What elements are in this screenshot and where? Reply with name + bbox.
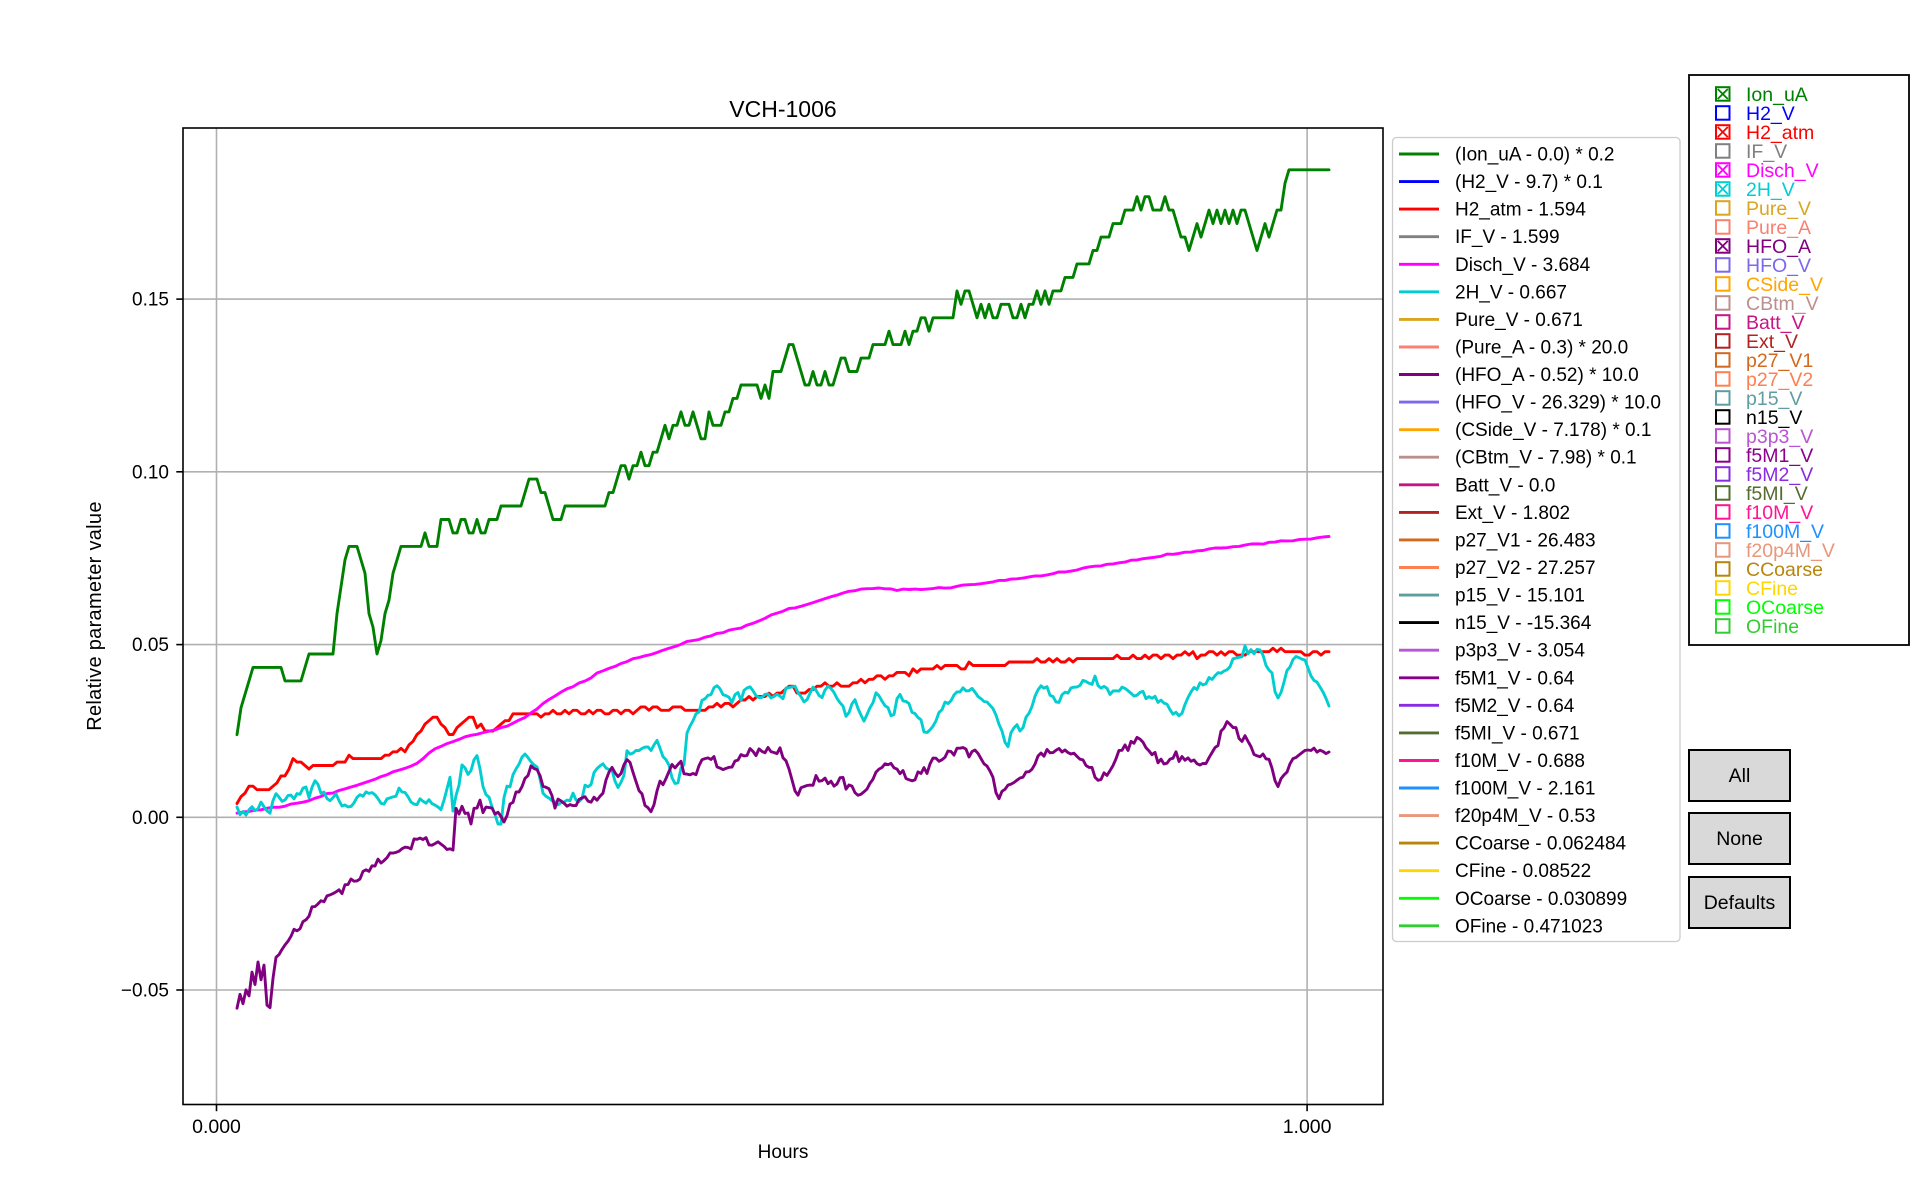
svg-text:IF_V: IF_V bbox=[1746, 141, 1787, 163]
svg-text:CBtm_V: CBtm_V bbox=[1746, 293, 1819, 315]
svg-text:p3p3_V: p3p3_V bbox=[1746, 426, 1813, 448]
svg-text:2H_V: 2H_V bbox=[1746, 179, 1795, 201]
svg-text:OFine: OFine bbox=[1746, 616, 1799, 638]
svg-text:2H_V - 0.667: 2H_V - 0.667 bbox=[1455, 282, 1567, 303]
svg-text:(CBtm_V - 7.98) * 0.1: (CBtm_V - 7.98) * 0.1 bbox=[1455, 448, 1637, 469]
svg-text:OCoarse - 0.030899: OCoarse - 0.030899 bbox=[1455, 889, 1627, 910]
svg-text:Pure_V - 0.671: Pure_V - 0.671 bbox=[1455, 310, 1583, 331]
svg-text:f5M1_V: f5M1_V bbox=[1746, 445, 1813, 467]
svg-text:f5MI_V: f5MI_V bbox=[1746, 483, 1808, 505]
svg-text:Batt_V - 0.0: Batt_V - 0.0 bbox=[1455, 475, 1555, 496]
svg-text:All: All bbox=[1729, 765, 1751, 787]
svg-text:f5M2_V: f5M2_V bbox=[1746, 464, 1813, 486]
svg-text:Pure_V: Pure_V bbox=[1746, 198, 1811, 220]
svg-text:1.000: 1.000 bbox=[1283, 1116, 1332, 1138]
svg-text:(HFO_A - 0.52) * 10.0: (HFO_A - 0.52) * 10.0 bbox=[1455, 365, 1639, 386]
svg-text:IF_V - 1.599: IF_V - 1.599 bbox=[1455, 227, 1560, 248]
svg-text:H2_atm: H2_atm bbox=[1746, 122, 1814, 144]
svg-text:0.000: 0.000 bbox=[192, 1116, 241, 1138]
svg-text:f100M_V - 2.161: f100M_V - 2.161 bbox=[1455, 779, 1595, 800]
svg-text:(CSide_V - 7.178) * 0.1: (CSide_V - 7.178) * 0.1 bbox=[1455, 420, 1651, 441]
svg-text:n15_V - -15.364: n15_V - -15.364 bbox=[1455, 613, 1592, 634]
svg-text:H2_V: H2_V bbox=[1746, 103, 1795, 125]
svg-text:Ext_V - 1.802: Ext_V - 1.802 bbox=[1455, 503, 1570, 524]
svg-text:p3p3_V - 3.054: p3p3_V - 3.054 bbox=[1455, 641, 1585, 662]
svg-text:Disch_V - 3.684: Disch_V - 3.684 bbox=[1455, 255, 1591, 276]
svg-text:f20p4M_V: f20p4M_V bbox=[1746, 540, 1835, 562]
svg-text:None: None bbox=[1716, 828, 1763, 850]
svg-text:0.10: 0.10 bbox=[132, 462, 169, 483]
svg-text:Defaults: Defaults bbox=[1704, 892, 1776, 914]
svg-text:HFO_V: HFO_V bbox=[1746, 255, 1811, 277]
svg-text:CCoarse - 0.062484: CCoarse - 0.062484 bbox=[1455, 834, 1627, 855]
svg-text:p15_V - 15.101: p15_V - 15.101 bbox=[1455, 586, 1585, 607]
svg-text:f5M2_V - 0.64: f5M2_V - 0.64 bbox=[1455, 696, 1575, 717]
svg-text:p27_V1: p27_V1 bbox=[1746, 350, 1813, 372]
svg-text:Disch_V: Disch_V bbox=[1746, 160, 1819, 182]
svg-text:0.00: 0.00 bbox=[132, 808, 169, 829]
svg-text:CFine: CFine bbox=[1746, 578, 1798, 600]
svg-text:p15_V: p15_V bbox=[1746, 388, 1802, 410]
svg-text:p27_V2 - 27.257: p27_V2 - 27.257 bbox=[1455, 558, 1596, 579]
svg-text:HFO_A: HFO_A bbox=[1746, 236, 1811, 258]
svg-text:p27_V1 - 26.483: p27_V1 - 26.483 bbox=[1455, 530, 1596, 551]
svg-text:f20p4M_V - 0.53: f20p4M_V - 0.53 bbox=[1455, 806, 1595, 827]
svg-text:n15_V: n15_V bbox=[1746, 407, 1802, 429]
svg-text:(Ion_uA - 0.0) * 0.2: (Ion_uA - 0.0) * 0.2 bbox=[1455, 145, 1615, 166]
svg-text:0.05: 0.05 bbox=[132, 635, 169, 656]
svg-text:CSide_V: CSide_V bbox=[1746, 274, 1823, 296]
svg-text:Relative parameter value: Relative parameter value bbox=[84, 501, 106, 731]
svg-text:Ext_V: Ext_V bbox=[1746, 331, 1798, 353]
svg-text:0.15: 0.15 bbox=[132, 290, 169, 311]
svg-text:f5MI_V - 0.671: f5MI_V - 0.671 bbox=[1455, 723, 1580, 744]
svg-text:OCoarse: OCoarse bbox=[1746, 597, 1824, 619]
svg-text:f100M_V: f100M_V bbox=[1746, 521, 1824, 543]
svg-text:f5M1_V - 0.64: f5M1_V - 0.64 bbox=[1455, 668, 1575, 689]
svg-text:f10M_V - 0.688: f10M_V - 0.688 bbox=[1455, 751, 1585, 772]
svg-text:H2_atm - 1.594: H2_atm - 1.594 bbox=[1455, 200, 1586, 221]
svg-text:f10M_V: f10M_V bbox=[1746, 502, 1813, 524]
svg-text:(H2_V - 9.7) * 0.1: (H2_V - 9.7) * 0.1 bbox=[1455, 172, 1603, 193]
svg-text:Ion_uA: Ion_uA bbox=[1746, 84, 1808, 106]
svg-text:OFine - 0.471023: OFine - 0.471023 bbox=[1455, 916, 1603, 937]
svg-text:VCH-1006: VCH-1006 bbox=[729, 96, 836, 122]
svg-text:p27_V2: p27_V2 bbox=[1746, 369, 1813, 391]
svg-text:−0.05: −0.05 bbox=[121, 981, 169, 1002]
svg-text:Pure_A: Pure_A bbox=[1746, 217, 1811, 239]
svg-text:CCoarse: CCoarse bbox=[1746, 559, 1823, 581]
svg-text:(HFO_V - 26.329) * 10.0: (HFO_V - 26.329) * 10.0 bbox=[1455, 393, 1661, 414]
svg-text:Batt_V: Batt_V bbox=[1746, 312, 1805, 334]
svg-text:Hours: Hours bbox=[758, 1142, 809, 1163]
svg-text:(Pure_A - 0.3) * 20.0: (Pure_A - 0.3) * 20.0 bbox=[1455, 338, 1628, 359]
svg-text:CFine - 0.08522: CFine - 0.08522 bbox=[1455, 861, 1591, 882]
